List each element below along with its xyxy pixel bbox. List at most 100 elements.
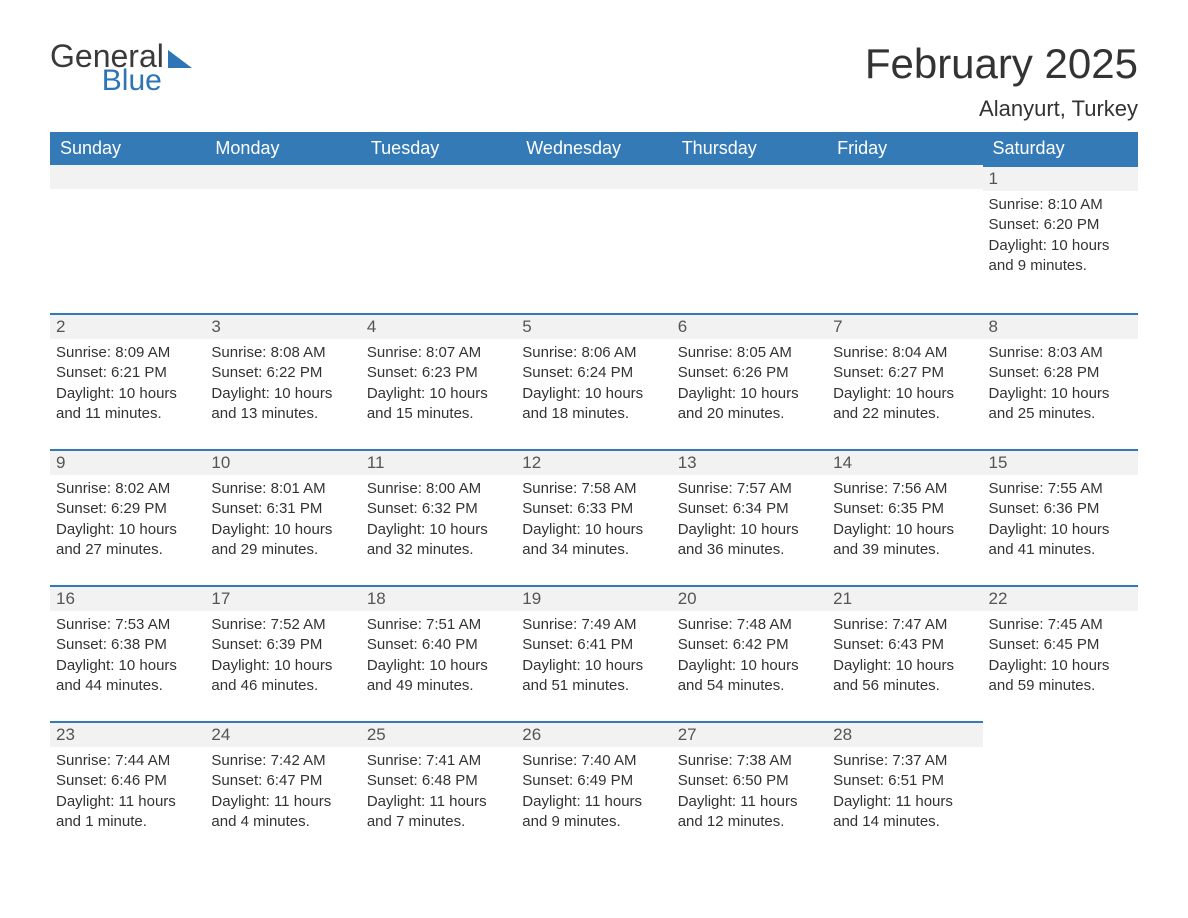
daylight-text: Daylight: 10 hours and 22 minutes. — [833, 384, 976, 425]
sunset-text: Sunset: 6:48 PM — [367, 771, 510, 791]
daylight-text: Daylight: 10 hours and 32 minutes. — [367, 520, 510, 561]
sunset-text: Sunset: 6:49 PM — [522, 771, 665, 791]
sunrise-text: Sunrise: 8:02 AM — [56, 479, 199, 499]
title-block: February 2025 Alanyurt, Turkey — [865, 40, 1138, 122]
daylight-text: Daylight: 11 hours and 4 minutes. — [211, 792, 354, 833]
day-number: 20 — [672, 585, 827, 611]
sunrise-text: Sunrise: 7:55 AM — [989, 479, 1132, 499]
empty-day-bar — [50, 165, 205, 189]
calendar-body: 1Sunrise: 8:10 AMSunset: 6:20 PMDaylight… — [50, 165, 1138, 857]
sunset-text: Sunset: 6:21 PM — [56, 363, 199, 383]
daylight-text: Daylight: 10 hours and 41 minutes. — [989, 520, 1132, 561]
calendar-table: SundayMondayTuesdayWednesdayThursdayFrid… — [50, 132, 1138, 857]
sunrise-text: Sunrise: 7:38 AM — [678, 751, 821, 771]
day-details: Sunrise: 8:08 AMSunset: 6:22 PMDaylight:… — [205, 339, 360, 430]
day-number: 22 — [983, 585, 1138, 611]
day-details: Sunrise: 8:00 AMSunset: 6:32 PMDaylight:… — [361, 475, 516, 566]
sunrise-text: Sunrise: 7:44 AM — [56, 751, 199, 771]
calendar-day: 2Sunrise: 8:09 AMSunset: 6:21 PMDaylight… — [50, 313, 205, 449]
calendar-day: 17Sunrise: 7:52 AMSunset: 6:39 PMDayligh… — [205, 585, 360, 721]
empty-day-bar — [205, 165, 360, 189]
daylight-text: Daylight: 10 hours and 44 minutes. — [56, 656, 199, 697]
sunset-text: Sunset: 6:39 PM — [211, 635, 354, 655]
calendar-day: 28Sunrise: 7:37 AMSunset: 6:51 PMDayligh… — [827, 721, 982, 857]
daylight-text: Daylight: 10 hours and 34 minutes. — [522, 520, 665, 561]
day-details: Sunrise: 7:53 AMSunset: 6:38 PMDaylight:… — [50, 611, 205, 702]
sunset-text: Sunset: 6:40 PM — [367, 635, 510, 655]
day-details: Sunrise: 7:48 AMSunset: 6:42 PMDaylight:… — [672, 611, 827, 702]
calendar-day: 21Sunrise: 7:47 AMSunset: 6:43 PMDayligh… — [827, 585, 982, 721]
daylight-text: Daylight: 10 hours and 51 minutes. — [522, 656, 665, 697]
day-number: 10 — [205, 449, 360, 475]
sunset-text: Sunset: 6:41 PM — [522, 635, 665, 655]
sunrise-text: Sunrise: 8:06 AM — [522, 343, 665, 363]
sunrise-text: Sunrise: 7:47 AM — [833, 615, 976, 635]
daylight-text: Daylight: 10 hours and 46 minutes. — [211, 656, 354, 697]
daylight-text: Daylight: 10 hours and 20 minutes. — [678, 384, 821, 425]
day-header: Sunday — [50, 132, 205, 165]
calendar-day: 22Sunrise: 7:45 AMSunset: 6:45 PMDayligh… — [983, 585, 1138, 721]
sunset-text: Sunset: 6:51 PM — [833, 771, 976, 791]
sunrise-text: Sunrise: 7:56 AM — [833, 479, 976, 499]
day-number: 4 — [361, 313, 516, 339]
day-details: Sunrise: 7:37 AMSunset: 6:51 PMDaylight:… — [827, 747, 982, 838]
day-details: Sunrise: 7:58 AMSunset: 6:33 PMDaylight:… — [516, 475, 671, 566]
day-details: Sunrise: 7:56 AMSunset: 6:35 PMDaylight:… — [827, 475, 982, 566]
day-details: Sunrise: 8:04 AMSunset: 6:27 PMDaylight:… — [827, 339, 982, 430]
calendar-day-empty — [50, 165, 205, 313]
day-details: Sunrise: 7:38 AMSunset: 6:50 PMDaylight:… — [672, 747, 827, 838]
day-details: Sunrise: 7:40 AMSunset: 6:49 PMDaylight:… — [516, 747, 671, 838]
day-header: Wednesday — [516, 132, 671, 165]
day-number: 15 — [983, 449, 1138, 475]
sunset-text: Sunset: 6:33 PM — [522, 499, 665, 519]
day-number: 26 — [516, 721, 671, 747]
calendar-week: 23Sunrise: 7:44 AMSunset: 6:46 PMDayligh… — [50, 721, 1138, 857]
day-details: Sunrise: 8:07 AMSunset: 6:23 PMDaylight:… — [361, 339, 516, 430]
calendar-day: 5Sunrise: 8:06 AMSunset: 6:24 PMDaylight… — [516, 313, 671, 449]
sunset-text: Sunset: 6:45 PM — [989, 635, 1132, 655]
sunrise-text: Sunrise: 8:04 AM — [833, 343, 976, 363]
empty-day-bar — [672, 165, 827, 189]
calendar-day-empty — [672, 165, 827, 313]
sunrise-text: Sunrise: 7:49 AM — [522, 615, 665, 635]
calendar-day: 16Sunrise: 7:53 AMSunset: 6:38 PMDayligh… — [50, 585, 205, 721]
daylight-text: Daylight: 10 hours and 29 minutes. — [211, 520, 354, 561]
calendar-day: 7Sunrise: 8:04 AMSunset: 6:27 PMDaylight… — [827, 313, 982, 449]
sunset-text: Sunset: 6:42 PM — [678, 635, 821, 655]
daylight-text: Daylight: 10 hours and 11 minutes. — [56, 384, 199, 425]
day-number: 1 — [983, 165, 1138, 191]
calendar-day-empty — [983, 721, 1138, 857]
empty-day-bar — [516, 165, 671, 189]
daylight-text: Daylight: 10 hours and 15 minutes. — [367, 384, 510, 425]
sunset-text: Sunset: 6:31 PM — [211, 499, 354, 519]
day-details: Sunrise: 8:10 AMSunset: 6:20 PMDaylight:… — [983, 191, 1138, 282]
daylight-text: Daylight: 10 hours and 56 minutes. — [833, 656, 976, 697]
logo: General Blue — [50, 40, 192, 96]
calendar-head: SundayMondayTuesdayWednesdayThursdayFrid… — [50, 132, 1138, 165]
calendar-day: 13Sunrise: 7:57 AMSunset: 6:34 PMDayligh… — [672, 449, 827, 585]
sunrise-text: Sunrise: 8:07 AM — [367, 343, 510, 363]
sunrise-text: Sunrise: 7:37 AM — [833, 751, 976, 771]
day-number: 6 — [672, 313, 827, 339]
sunset-text: Sunset: 6:24 PM — [522, 363, 665, 383]
sunset-text: Sunset: 6:29 PM — [56, 499, 199, 519]
sunset-text: Sunset: 6:36 PM — [989, 499, 1132, 519]
day-number: 5 — [516, 313, 671, 339]
logo-text: General Blue — [50, 40, 164, 96]
daylight-text: Daylight: 11 hours and 14 minutes. — [833, 792, 976, 833]
sunset-text: Sunset: 6:20 PM — [989, 215, 1132, 235]
sunset-text: Sunset: 6:22 PM — [211, 363, 354, 383]
sunrise-text: Sunrise: 8:08 AM — [211, 343, 354, 363]
calendar-day: 10Sunrise: 8:01 AMSunset: 6:31 PMDayligh… — [205, 449, 360, 585]
calendar-week: 2Sunrise: 8:09 AMSunset: 6:21 PMDaylight… — [50, 313, 1138, 449]
day-details: Sunrise: 8:02 AMSunset: 6:29 PMDaylight:… — [50, 475, 205, 566]
day-details: Sunrise: 7:55 AMSunset: 6:36 PMDaylight:… — [983, 475, 1138, 566]
calendar-day-empty — [516, 165, 671, 313]
day-number: 8 — [983, 313, 1138, 339]
calendar-day: 9Sunrise: 8:02 AMSunset: 6:29 PMDaylight… — [50, 449, 205, 585]
sunrise-text: Sunrise: 7:40 AM — [522, 751, 665, 771]
sunset-text: Sunset: 6:32 PM — [367, 499, 510, 519]
day-number: 12 — [516, 449, 671, 475]
day-number: 28 — [827, 721, 982, 747]
day-header: Friday — [827, 132, 982, 165]
